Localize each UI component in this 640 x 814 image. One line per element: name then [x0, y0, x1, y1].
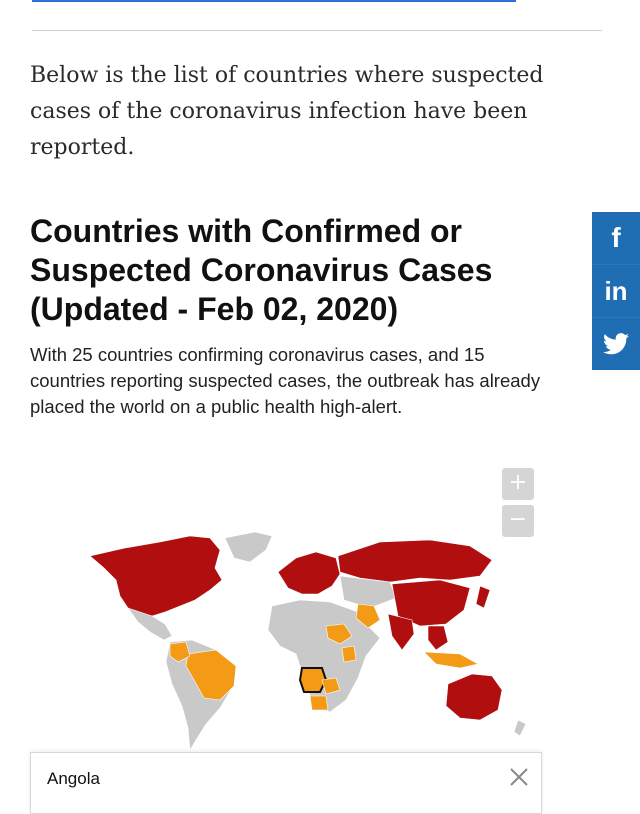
top-link-underline[interactable]: [32, 0, 516, 2]
article-subtext: With 25 countries confirming coronavirus…: [30, 344, 541, 417]
intro-paragraph: Below is the list of countries where sus…: [30, 63, 544, 160]
linkedin-share-button[interactable]: in: [592, 264, 640, 317]
map-country-new-zealand[interactable]: [513, 719, 527, 737]
facebook-share-button[interactable]: f: [592, 212, 640, 264]
map-country-colombia[interactable]: [169, 641, 191, 663]
map-country-ethiopia[interactable]: [325, 623, 353, 645]
map-country-central-asia[interactable]: [339, 575, 397, 609]
section-divider: [32, 30, 602, 31]
zoom-out-button[interactable]: −: [502, 505, 534, 537]
map-country-mexico[interactable]: [127, 607, 173, 641]
map-country-middle-east[interactable]: [355, 603, 381, 629]
twitter-icon: [603, 333, 629, 355]
zoom-in-button[interactable]: +: [502, 468, 534, 500]
map-country-russia[interactable]: [337, 539, 493, 583]
map-country-indonesia[interactable]: [423, 651, 479, 669]
map-country-greenland[interactable]: [224, 531, 273, 563]
map-country-zambia[interactable]: [321, 677, 341, 695]
world-map[interactable]: [40, 528, 560, 758]
map-country-southeast-asia[interactable]: [427, 625, 449, 651]
world-map-svg[interactable]: [40, 528, 560, 758]
map-country-angola[interactable]: [298, 667, 328, 693]
map-country-japan[interactable]: [475, 585, 491, 609]
map-country-africa[interactable]: [267, 599, 381, 713]
map-country-botswana[interactable]: [309, 695, 329, 711]
map-country-north-america[interactable]: [89, 535, 223, 617]
map-country-india[interactable]: [387, 613, 415, 651]
twitter-share-button[interactable]: [592, 317, 640, 370]
country-tooltip: Angola: [30, 752, 542, 814]
tooltip-country-name: Angola: [47, 769, 100, 788]
close-icon[interactable]: [507, 765, 531, 789]
linkedin-icon: in: [604, 275, 628, 306]
map-country-kenya[interactable]: [341, 645, 357, 663]
map-country-europe[interactable]: [277, 551, 341, 595]
article-heading: Countries with Confirmed or Suspected Co…: [30, 213, 493, 327]
facebook-icon: f: [611, 222, 621, 253]
share-bar: f in: [592, 212, 640, 370]
map-country-australia[interactable]: [445, 673, 503, 721]
map-country-brazil[interactable]: [185, 649, 237, 701]
